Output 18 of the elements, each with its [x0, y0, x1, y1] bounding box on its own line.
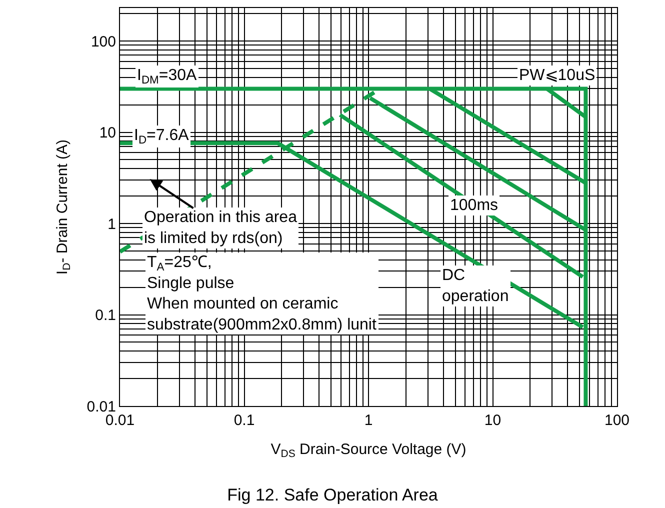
x-tick-label: 0.1 — [234, 412, 255, 429]
x-axis-title: V$_{DS}$ Drain-Source Voltage (V) — [270, 441, 466, 460]
text: Fig 12. Safe Operation Area — [227, 485, 438, 504]
x-tick-label: 1 — [364, 412, 373, 429]
annotation: I$_{D}$=7.6A — [134, 127, 190, 146]
annotation: DC operation — [442, 267, 509, 305]
x-tick-label: 100 — [604, 412, 630, 429]
y-tick-label: 0.01 — [86, 398, 116, 416]
x-tick-label: 10 — [484, 412, 502, 429]
y-tick-label: 10 — [99, 124, 116, 142]
y-tick-label: 100 — [90, 33, 116, 50]
annotation: PW⩽10uS — [519, 67, 596, 84]
annotation: 100ms — [450, 197, 498, 214]
annotation: T$_{A}$=25℃, Single pulse When mounted on ceramic substrate(900mm2x0.8mm) lunit — [147, 254, 377, 334]
y-tick-label: 0.1 — [95, 307, 116, 324]
annotation: Operation in this area is limited by rds(on) — [144, 209, 298, 247]
annotation: I$_{DM}$=30A — [137, 67, 197, 86]
y-tick-label: 1 — [108, 216, 116, 233]
